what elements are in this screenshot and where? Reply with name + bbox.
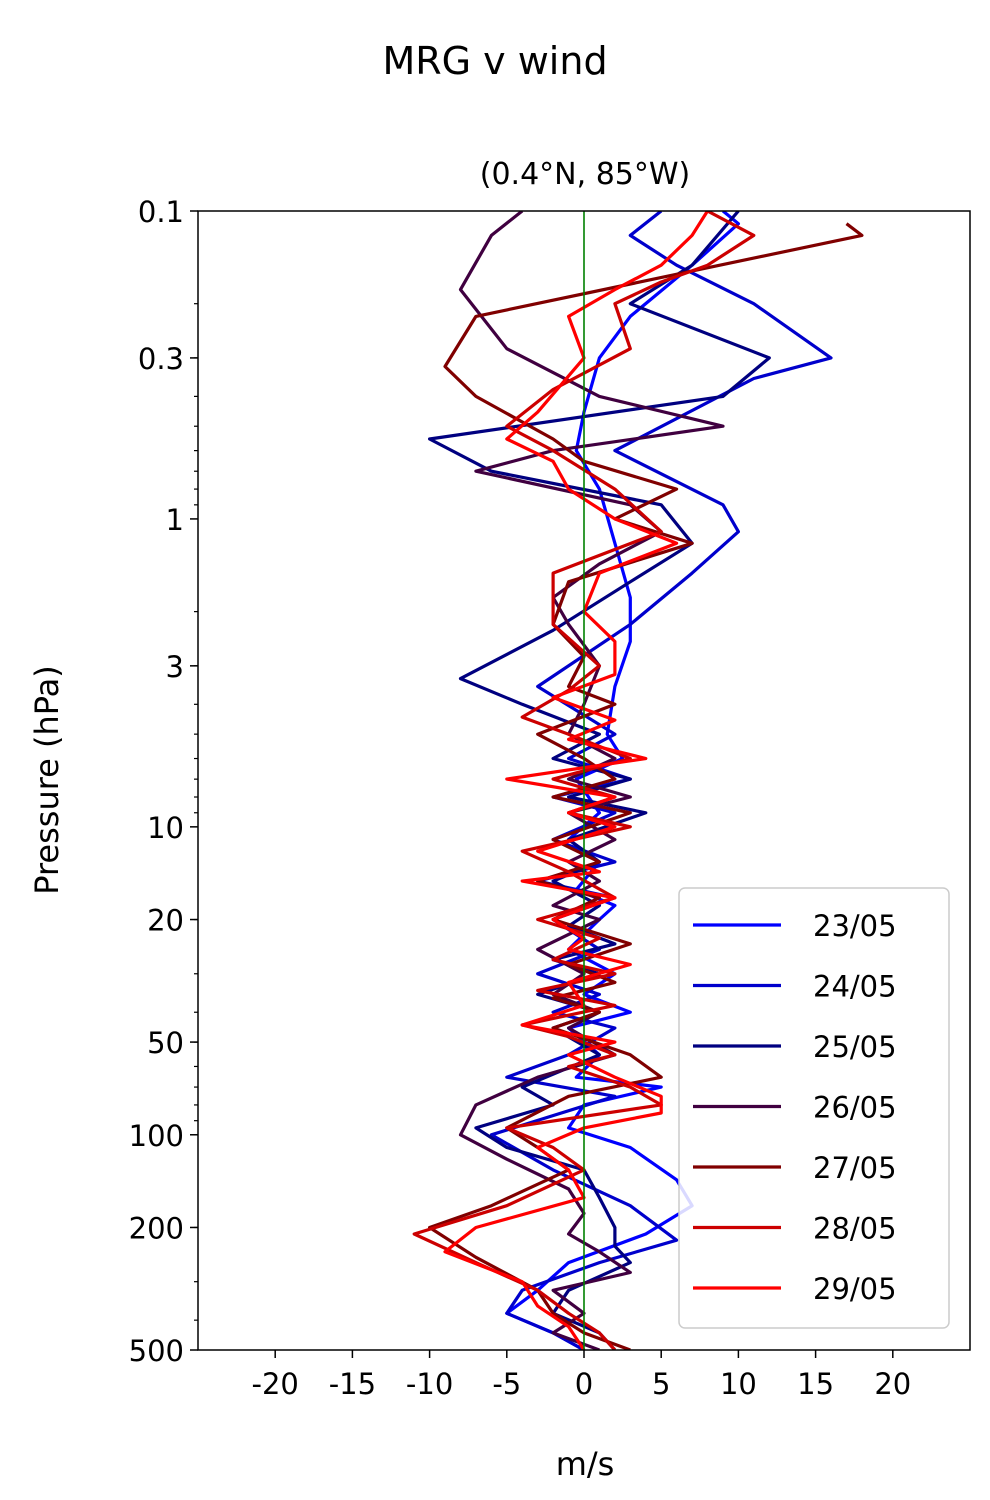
x-tick-label: -15 [329,1367,376,1401]
x-tick-label: 5 [652,1367,670,1401]
x-tick-label: -20 [252,1367,299,1401]
x-tick-label: 10 [720,1367,757,1401]
legend-label: 27/05 [813,1151,897,1185]
y-tick-label: 10 [147,811,184,845]
legend-label: 29/05 [813,1272,897,1306]
x-tick-label: -10 [406,1367,453,1401]
legend-label: 26/05 [813,1091,897,1125]
x-ticks: -20 -15 -10 -5 0 5 10 15 20 [252,1350,911,1401]
chart-title: (0.4°N, 85°W) [480,157,690,192]
legend: 23/05 24/05 25/05 26/05 27/05 28/05 29/05 [678,887,950,1329]
y-tick-label: 1 [166,503,184,537]
y-ticks: 0.1 0.3 1 3 10 20 50 100 200 500 [129,195,198,1368]
series-line-3 [428,211,771,1350]
x-tick-label: 20 [874,1367,911,1401]
legend-label: 25/05 [813,1030,897,1064]
legend-label: 28/05 [813,1212,897,1246]
x-tick-label: -5 [492,1367,521,1401]
series-layer [412,211,864,1350]
y-tick-label: 100 [129,1119,184,1153]
y-tick-label: 20 [147,904,184,938]
y-tick-label: 0.1 [138,195,184,229]
suptitle: MRG v wind [382,39,607,83]
x-axis-label: m/s [556,1445,615,1483]
y-axis-label: Pressure (hPa) [28,665,66,895]
legend-label: 23/05 [813,909,897,943]
y-tick-label: 3 [166,650,184,684]
legend-box [678,887,950,1329]
y-tick-label: 200 [129,1211,184,1245]
y-tick-label: 500 [129,1334,184,1368]
series-line-7 [443,211,709,1350]
legend-label: 24/05 [813,970,897,1004]
x-tick-label: 0 [575,1367,593,1401]
x-tick-label: 15 [797,1367,834,1401]
y-tick-label: 0.3 [138,342,184,376]
y-tick-label: 50 [147,1026,184,1060]
series-line-6 [412,211,756,1350]
